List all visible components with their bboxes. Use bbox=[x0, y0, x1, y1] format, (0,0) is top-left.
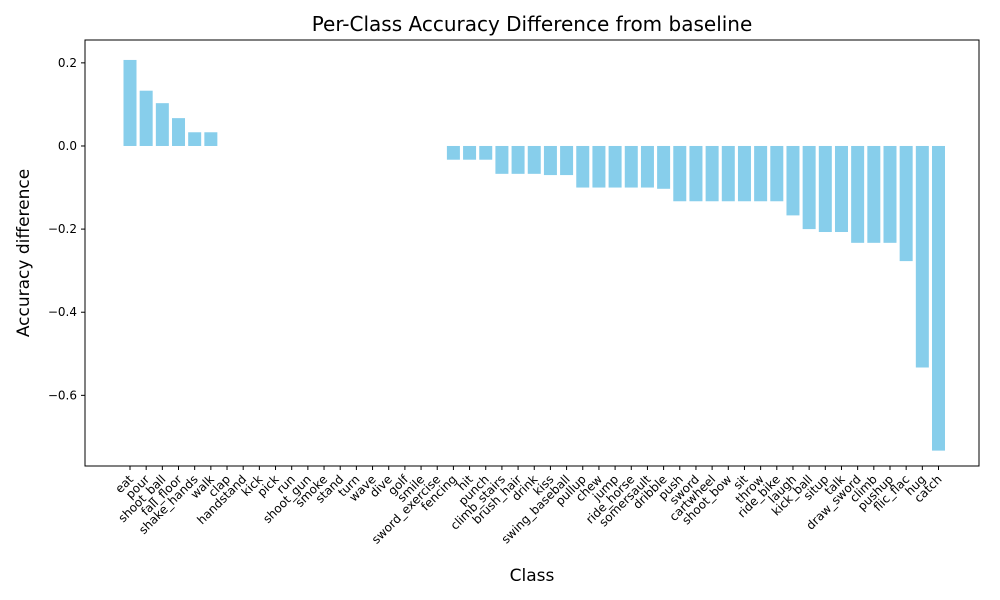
y-axis: 0.2 0.0 −0.2 −0.4 −0.6 bbox=[48, 56, 85, 402]
bar-pushup bbox=[883, 145, 897, 243]
bar-pullup bbox=[576, 145, 590, 188]
y-axis-label: Accuracy difference bbox=[14, 169, 34, 337]
y-tick-label: −0.2 bbox=[48, 222, 77, 236]
bar-walk bbox=[204, 132, 218, 146]
bar-swing-baseball bbox=[560, 145, 574, 176]
bar-climb bbox=[867, 145, 881, 243]
bar-fencing bbox=[446, 145, 460, 160]
bar-throw bbox=[754, 145, 768, 202]
y-tick-label: 0.2 bbox=[58, 56, 77, 70]
bar-eat bbox=[123, 59, 137, 146]
bars-group bbox=[123, 59, 945, 451]
bar-climb-stairs bbox=[495, 145, 509, 174]
chart-title: Per-Class Accuracy Difference from basel… bbox=[312, 12, 753, 36]
bar-jump bbox=[608, 145, 622, 188]
bar-drink bbox=[527, 145, 541, 174]
bar-flic-flac bbox=[899, 145, 913, 262]
bar-talk bbox=[834, 145, 848, 233]
x-axis-label: Class bbox=[510, 566, 555, 586]
bar-punch bbox=[479, 145, 493, 160]
y-tick-label: −0.6 bbox=[48, 388, 77, 402]
bar-kick-ball bbox=[802, 145, 816, 230]
bar-hug bbox=[915, 145, 929, 368]
bar-ride-horse bbox=[624, 145, 638, 188]
bar-draw-sword bbox=[851, 145, 865, 243]
bar-cartwheel bbox=[705, 145, 719, 202]
bar-shoot-ball bbox=[155, 103, 169, 146]
bar-shoot-bow bbox=[721, 145, 735, 202]
plot-area-frame bbox=[84, 39, 980, 467]
y-tick-label: 0.0 bbox=[58, 139, 77, 153]
bar-fall-floor bbox=[172, 118, 186, 146]
bar-sit bbox=[737, 145, 751, 202]
bar-pour bbox=[139, 90, 153, 146]
bar-situp bbox=[818, 145, 832, 233]
bar-sword bbox=[689, 145, 703, 202]
bar-chew bbox=[592, 145, 606, 188]
bar-catch bbox=[932, 145, 945, 451]
y-tick-label: −0.4 bbox=[48, 305, 77, 319]
bar-laugh bbox=[786, 145, 800, 216]
bar-push bbox=[673, 145, 687, 202]
bar-brush-hair bbox=[511, 145, 525, 174]
bar-dribble bbox=[657, 145, 671, 189]
bar-ride-bike bbox=[770, 145, 784, 202]
bar-somersault bbox=[640, 145, 654, 188]
bar-hit bbox=[463, 145, 477, 160]
bar-shake-hands bbox=[188, 132, 202, 146]
bar-kiss bbox=[543, 145, 557, 176]
